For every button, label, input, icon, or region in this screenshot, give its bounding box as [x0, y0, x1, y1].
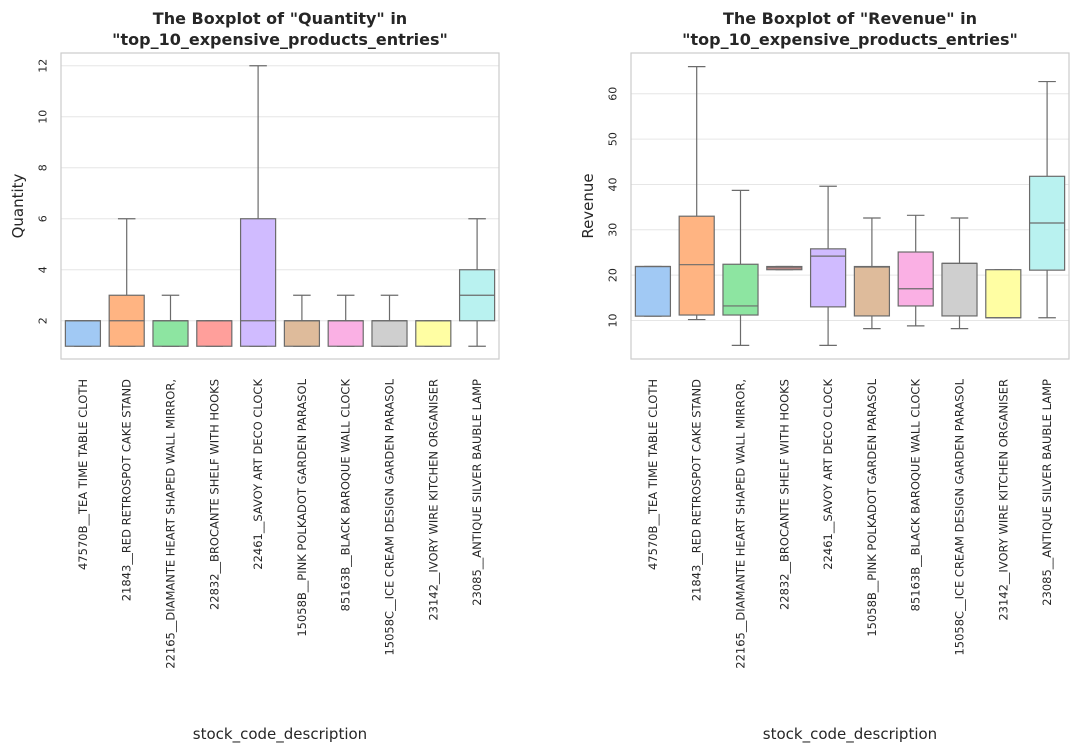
x-category-label: 23142__IVORY WIRE KITCHEN ORGANISER [996, 379, 1010, 621]
x-category-label: 22165__DIAMANTE HEART SHAPED WALL MIRROR… [164, 379, 178, 669]
y-tick-label: 2 [37, 317, 50, 324]
x-category-label: 85163B__BLACK BAROQUE WALL CLOCK [909, 379, 923, 612]
box-1 [634, 265, 672, 317]
x-category-label: 23085__ANTIQUE SILVER BAUBLE LAMP [1040, 379, 1054, 606]
y-axis-label: Revenue [579, 173, 597, 238]
x-category-label: 21843__RED RETROSPOT CAKE STAND [120, 379, 134, 601]
chart-title-line1: The Boxplot of "Revenue" in [723, 9, 977, 28]
y-tick-label: 60 [607, 87, 620, 101]
plot-frame [630, 52, 1070, 360]
y-tick-label: 40 [607, 177, 620, 191]
box-4 [196, 320, 233, 347]
chart-title-line2: "top_10_expensive_products_entries" [682, 30, 1018, 49]
y-tick-label: 8 [37, 164, 50, 171]
box-6 [853, 217, 891, 330]
box-9 [985, 269, 1022, 319]
box-body [371, 320, 408, 347]
box-body [985, 269, 1022, 319]
box-2 [108, 218, 145, 347]
box-body [415, 320, 452, 347]
chart-title-line2: "top_10_expensive_products_entries" [112, 30, 448, 49]
chart-title-line1: The Boxplot of "Quantity" in [153, 9, 407, 28]
x-axis-label: stock_code_description [193, 725, 367, 744]
box-body [152, 320, 189, 347]
box-body [634, 265, 672, 317]
x-category-label: 15058C__ICE CREAM DESIGN GARDEN PARASOL [953, 378, 967, 655]
x-category-label: 15058B__PINK POLKADOT GARDEN PARASOL [865, 378, 879, 636]
y-tick-label: 4 [37, 266, 50, 273]
box-9 [415, 320, 452, 347]
y-tick-label: 50 [607, 132, 620, 146]
plot-frame [60, 52, 500, 360]
x-category-label: 22461__SAVOY ART DECO CLOCK [821, 379, 835, 570]
box-1 [64, 320, 102, 347]
box-body [941, 262, 978, 317]
x-category-label: 22832__BROCANTE SHELF WITH HOOKS [207, 379, 221, 610]
x-category-label: 85163B__BLACK BAROQUE WALL CLOCK [339, 379, 353, 612]
box-4 [766, 265, 803, 271]
x-category-label: 47570B__TEA TIME TABLE CLOTH [646, 379, 660, 570]
box-body [283, 320, 321, 347]
y-tick-label: 20 [607, 268, 620, 282]
x-category-label: 15058B__PINK POLKADOT GARDEN PARASOL [295, 378, 309, 636]
box-body [853, 265, 891, 317]
y-tick-label: 6 [37, 215, 50, 222]
box-3 [152, 294, 189, 347]
box-body [678, 215, 715, 316]
y-tick-label: 30 [607, 223, 620, 237]
y-tick-label: 12 [37, 59, 50, 73]
box-8 [371, 294, 408, 347]
y-tick-label: 10 [37, 110, 50, 124]
box-7 [897, 214, 934, 327]
x-category-label: 47570B__TEA TIME TABLE CLOTH [76, 379, 90, 570]
x-category-label: 23142__IVORY WIRE KITCHEN ORGANISER [426, 379, 440, 621]
x-category-label: 22461__SAVOY ART DECO CLOCK [251, 379, 265, 570]
box-6 [283, 294, 321, 347]
box-body [897, 251, 934, 307]
box-body [327, 320, 364, 347]
box-7 [327, 294, 364, 347]
box-body [722, 263, 759, 316]
chart-panel-2: 10 20 30 40 50 60 47570B__TEA TIME TABLE CLOTH… [579, 9, 1070, 744]
box-3 [722, 189, 759, 346]
x-axis-label: stock_code_description [763, 725, 937, 744]
x-category-label: 21843__RED RETROSPOT CAKE STAND [690, 379, 704, 601]
box-8 [941, 217, 978, 330]
box-body [239, 218, 277, 347]
box-body [196, 320, 233, 347]
y-tick-label: 10 [607, 313, 620, 327]
y-axis-label: Quantity [9, 173, 27, 238]
box-10 [458, 218, 496, 347]
x-category-label: 22832__BROCANTE SHELF WITH HOOKS [777, 379, 791, 610]
box-10 [1028, 80, 1066, 319]
box-5 [239, 65, 277, 347]
box-body [809, 248, 847, 308]
box-5 [809, 185, 847, 346]
x-category-label: 22165__DIAMANTE HEART SHAPED WALL MIRROR… [734, 379, 748, 669]
x-category-label: 23085__ANTIQUE SILVER BAUBLE LAMP [470, 379, 484, 606]
box-body [64, 320, 102, 347]
x-category-label: 15058C__ICE CREAM DESIGN GARDEN PARASOL [383, 378, 397, 655]
box-2 [678, 65, 715, 321]
chart-panel-1: 2 4 6 8 10 12 47570B__TEA TIME TABLE CLOTH 2184… [9, 9, 500, 744]
